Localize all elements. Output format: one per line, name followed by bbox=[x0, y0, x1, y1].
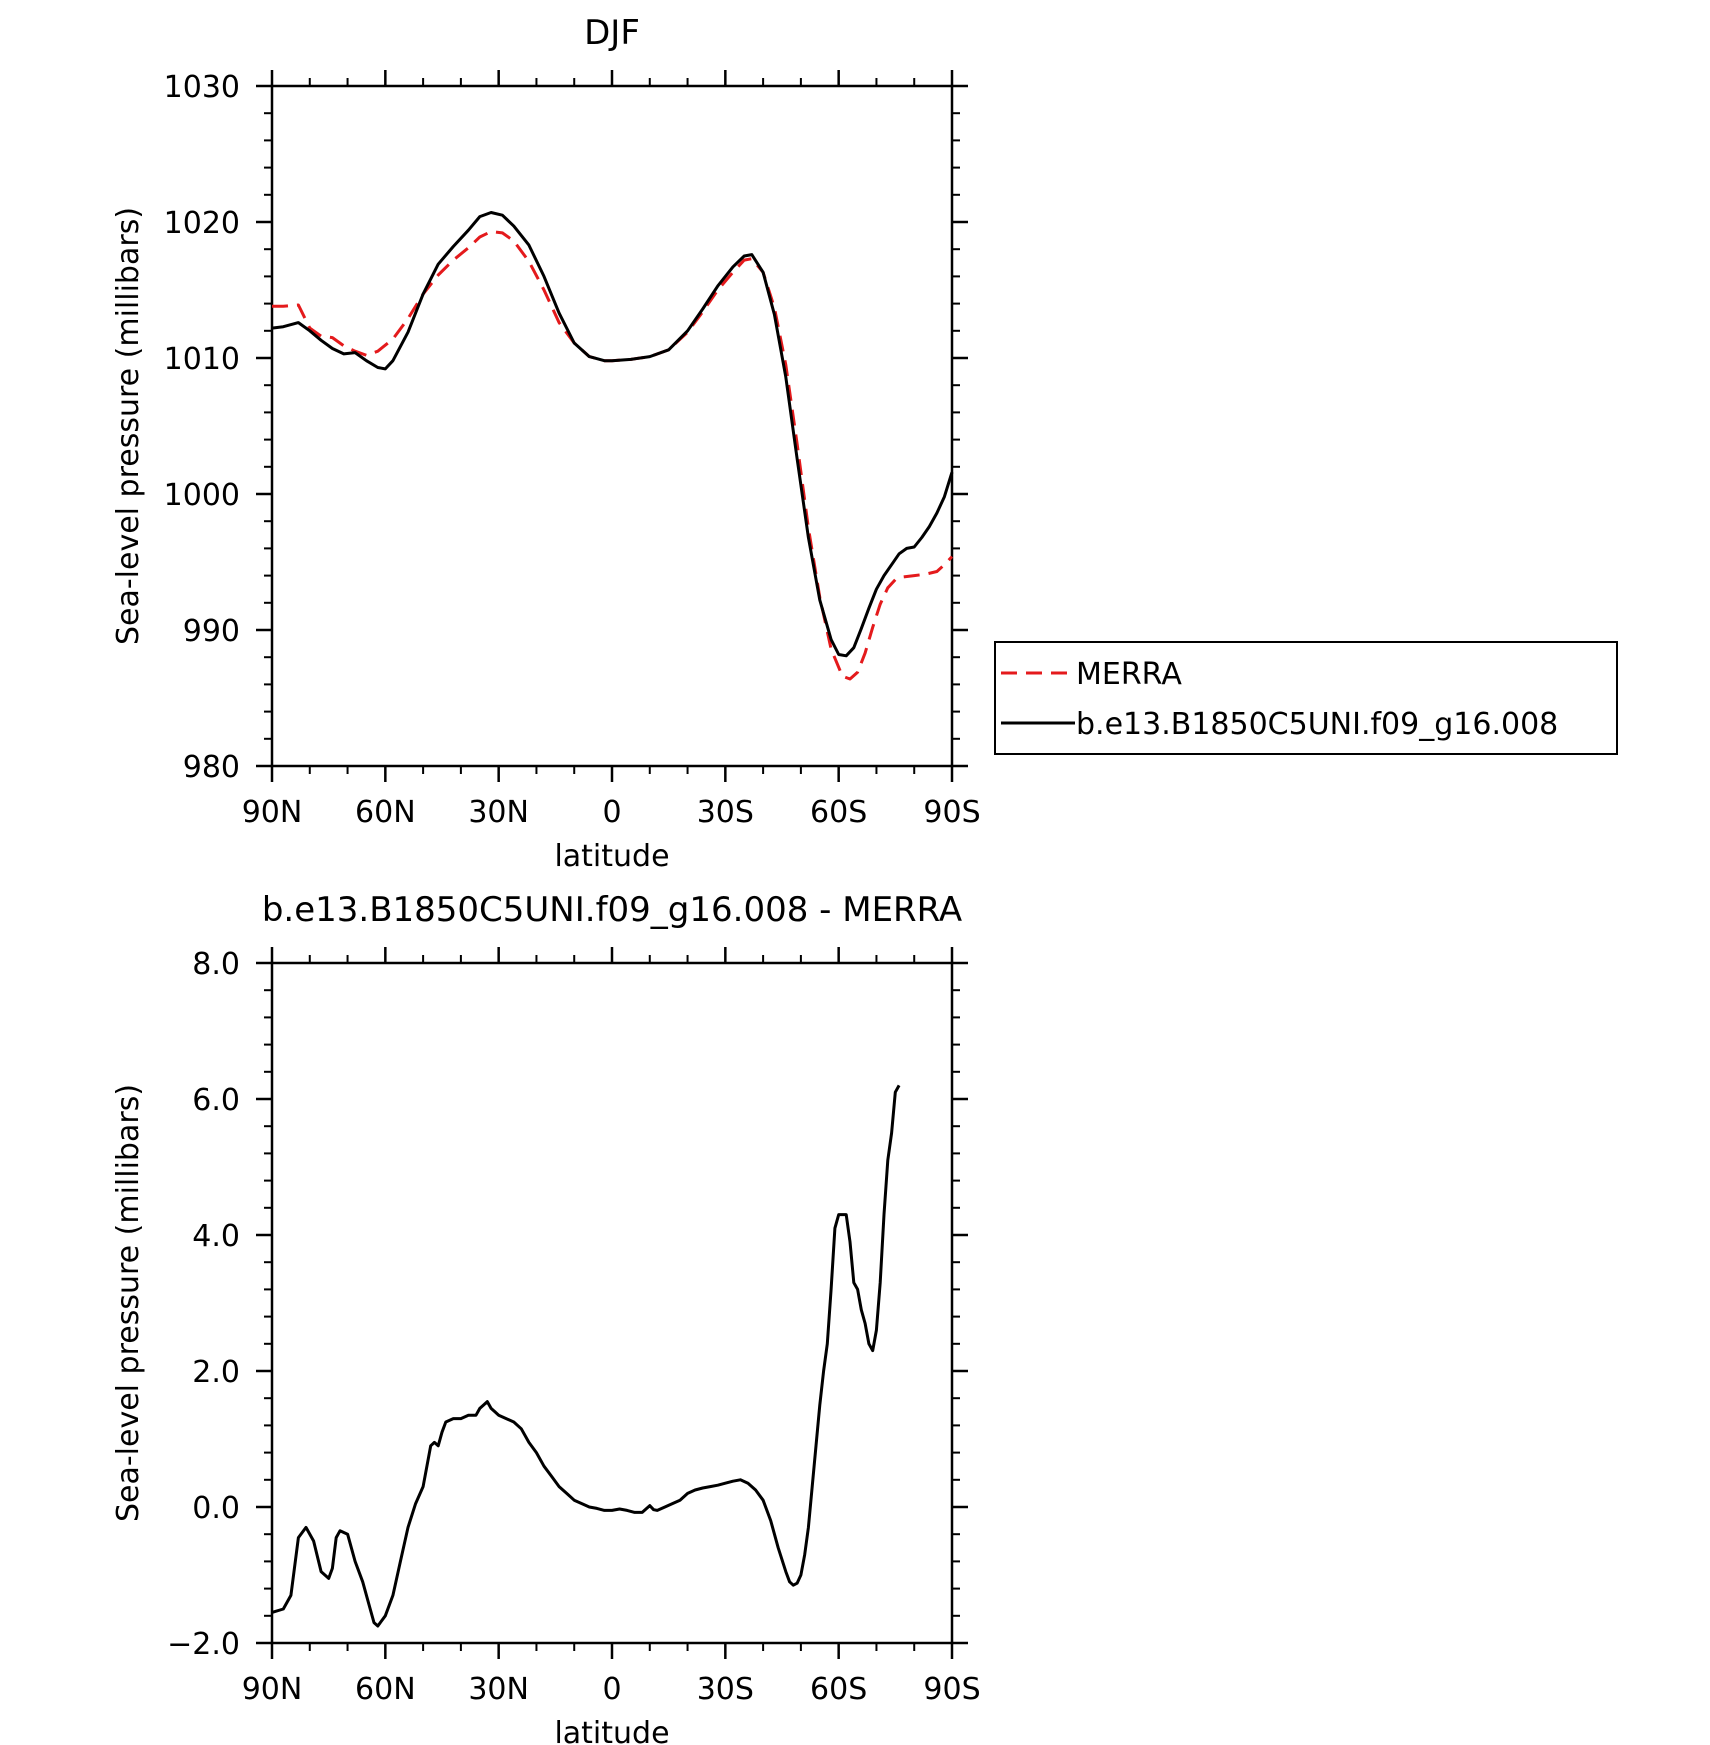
x-tick-label: 60S bbox=[810, 795, 867, 830]
series-line-b-e13-b1850c5uni-f09-g16-008 bbox=[271, 211, 954, 658]
plot-frame bbox=[270, 84, 954, 768]
x-tick-label: 90N bbox=[242, 795, 303, 830]
y-tick-label: 1020 bbox=[164, 206, 240, 241]
x-tick-label: 0 bbox=[602, 795, 621, 830]
y-tick-label: 4.0 bbox=[192, 1219, 240, 1254]
x-tick-label: 90S bbox=[923, 1672, 980, 1707]
y-tick-label: 1030 bbox=[164, 70, 240, 105]
legend-label: MERRA bbox=[1076, 657, 1182, 692]
y-tick-label: 980 bbox=[183, 750, 240, 785]
y-tick-label: 6.0 bbox=[192, 1083, 240, 1118]
x-tick-label: 30S bbox=[697, 795, 754, 830]
y-tick-label: 0.0 bbox=[192, 1491, 240, 1526]
x-tick-label: 30N bbox=[468, 1672, 529, 1707]
y-axis-label: Sea-level pressure (millibars) bbox=[111, 1084, 146, 1522]
climatology-chart: DJF 980 990 1000 1010 1020 1030 90N 60N 30N 0 30S 60… bbox=[111, 13, 981, 874]
x-tick-label: 0 bbox=[602, 1672, 621, 1707]
y-axis-label: Sea-level pressure (millibars) bbox=[111, 207, 146, 645]
y-tick-label: −2.0 bbox=[167, 1627, 240, 1662]
x-tick-label: 60N bbox=[355, 795, 416, 830]
series-line-difference bbox=[271, 1084, 901, 1628]
legend-box bbox=[994, 641, 1618, 755]
legend: MERRA b.e13.B1850C5UNI.f09_g16.008 bbox=[994, 641, 1618, 755]
x-tick-label: 90N bbox=[242, 1672, 303, 1707]
x-axis-label: latitude bbox=[554, 839, 669, 874]
legend-label: b.e13.B1850C5UNI.f09_g16.008 bbox=[1076, 707, 1558, 742]
y-tick-label: 990 bbox=[183, 614, 240, 649]
series-line-merra bbox=[272, 230, 954, 681]
x-tick-label: 60N bbox=[355, 1672, 416, 1707]
difference-chart: b.e13.B1850C5UNI.f09_g16.008 - MERRA −2.0… bbox=[111, 890, 981, 1745]
x-axis-label: latitude bbox=[554, 1716, 669, 1745]
x-tick-label: 30N bbox=[468, 795, 529, 830]
x-tick-label: 60S bbox=[810, 1672, 867, 1707]
x-tick-label: 90S bbox=[923, 795, 980, 830]
x-tick-label: 30S bbox=[697, 1672, 754, 1707]
chart-title: DJF bbox=[584, 13, 640, 53]
plot-frame bbox=[270, 961, 954, 1645]
y-tick-label: 8.0 bbox=[192, 947, 240, 982]
y-tick-label: 1010 bbox=[164, 342, 240, 377]
chart-title: b.e13.B1850C5UNI.f09_g16.008 - MERRA bbox=[262, 890, 962, 930]
y-tick-label: 1000 bbox=[164, 478, 240, 513]
y-tick-label: 2.0 bbox=[192, 1355, 240, 1390]
